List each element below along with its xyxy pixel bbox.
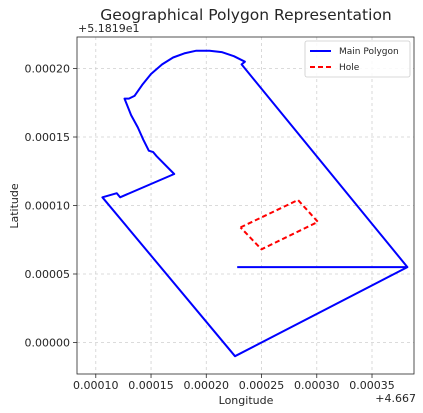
y-tick-label: 0.00005 xyxy=(25,268,71,281)
y-tick-label: 0.00015 xyxy=(25,131,71,144)
x-tick-label: 0.00010 xyxy=(73,379,119,392)
x-axis-ticks: 0.00010 0.00015 0.00020 0.00025 0.00030 0.000… xyxy=(73,374,395,392)
y-axis-label: Latitude xyxy=(8,183,21,229)
grid xyxy=(77,37,414,374)
chart-title: Geographical Polygon Representation xyxy=(100,6,392,24)
series-main-polygon xyxy=(101,49,409,358)
legend-label-hole: Hole xyxy=(339,63,360,73)
x-tick-label: 0.00015 xyxy=(128,379,174,392)
y-offset-label: +5.1819e1 xyxy=(78,22,139,35)
x-offset-label: +4.667 xyxy=(375,392,416,405)
y-tick-label: 0.00020 xyxy=(25,63,71,76)
x-axis-label: Longitude xyxy=(219,394,274,407)
legend-label-main-polygon: Main Polygon xyxy=(339,47,399,57)
x-tick-label: 0.00035 xyxy=(349,379,395,392)
x-tick-label: 0.00020 xyxy=(184,379,230,392)
series-hole xyxy=(239,199,319,251)
plot-series xyxy=(101,49,409,358)
y-tick-label: 0.00010 xyxy=(25,200,71,213)
x-tick-label: 0.00025 xyxy=(239,379,285,392)
legend: Main Polygon Hole xyxy=(304,40,411,78)
legend-box xyxy=(304,40,411,78)
x-tick-label: 0.00030 xyxy=(294,379,340,392)
y-tick-label: 0.00000 xyxy=(25,336,71,349)
y-axis-ticks: 0.00000 0.00005 0.00010 0.00015 0.00020 xyxy=(25,63,77,349)
